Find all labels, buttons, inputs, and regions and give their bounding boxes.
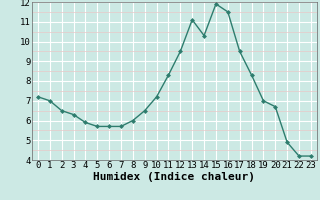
X-axis label: Humidex (Indice chaleur): Humidex (Indice chaleur) [93,172,255,182]
